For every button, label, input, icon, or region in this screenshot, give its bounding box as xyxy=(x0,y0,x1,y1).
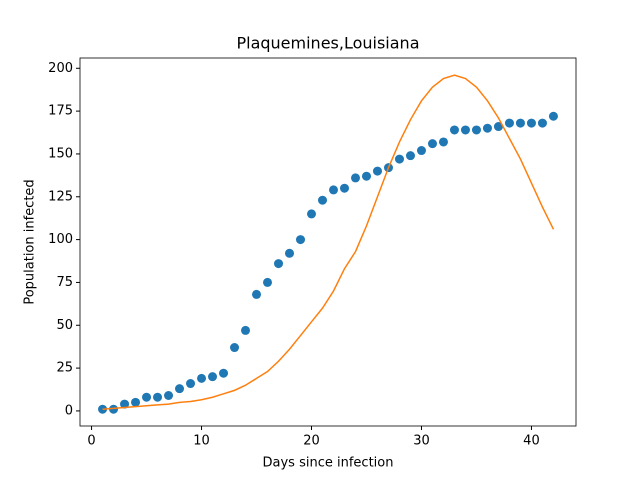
data-point xyxy=(526,118,536,128)
data-point xyxy=(537,118,547,128)
data-point xyxy=(548,111,558,121)
data-point xyxy=(493,122,503,132)
data-point xyxy=(307,209,317,219)
data-point xyxy=(350,173,360,183)
data-point xyxy=(175,384,185,394)
data-point xyxy=(471,125,481,135)
x-tick-label: 40 xyxy=(523,434,540,449)
data-point xyxy=(252,289,262,299)
data-point xyxy=(372,166,382,176)
data-point xyxy=(109,404,119,414)
data-point xyxy=(427,139,437,149)
data-point xyxy=(394,154,404,164)
data-point xyxy=(438,137,448,147)
x-tick-label: 0 xyxy=(87,434,95,449)
data-point xyxy=(153,392,163,402)
data-point xyxy=(460,125,470,135)
y-tick-label: 50 xyxy=(56,318,73,333)
plot-frame xyxy=(79,57,577,427)
data-point xyxy=(482,123,492,133)
data-point xyxy=(230,343,240,353)
data-point xyxy=(361,171,371,181)
y-axis-label: Population infected xyxy=(23,179,38,304)
data-point xyxy=(328,185,338,195)
data-point xyxy=(296,235,306,245)
data-point xyxy=(131,397,141,407)
x-tick-label: 30 xyxy=(413,434,430,449)
data-point xyxy=(241,325,251,335)
x-tick-label: 10 xyxy=(193,434,210,449)
x-axis-label: Days since infection xyxy=(263,456,394,471)
data-point xyxy=(186,379,196,389)
y-tick-label: 125 xyxy=(48,189,73,204)
data-point xyxy=(515,118,525,128)
data-point xyxy=(208,372,218,382)
y-tick-label: 0 xyxy=(65,403,73,418)
data-point xyxy=(504,118,514,128)
line xyxy=(102,74,555,410)
y-tick-label: 200 xyxy=(48,61,73,76)
data-point xyxy=(285,248,295,258)
y-tick-label: 150 xyxy=(48,146,73,161)
y-tick-label: 100 xyxy=(48,232,73,247)
chart-title: Plaquemines,Louisiana xyxy=(236,34,419,53)
data-point xyxy=(339,183,349,193)
y-tick-label: 75 xyxy=(56,275,73,290)
y-tick-label: 25 xyxy=(56,361,73,376)
data-point xyxy=(318,195,328,205)
data-point xyxy=(405,151,415,161)
data-point xyxy=(142,392,152,402)
data-point xyxy=(197,373,207,383)
data-point xyxy=(449,125,459,135)
data-point xyxy=(120,399,130,409)
data-point xyxy=(263,277,273,287)
y-tick-label: 175 xyxy=(48,104,73,119)
data-point xyxy=(219,368,229,378)
data-point xyxy=(416,146,426,156)
data-point xyxy=(274,259,284,269)
x-tick-label: 20 xyxy=(303,434,320,449)
data-point xyxy=(164,391,174,401)
